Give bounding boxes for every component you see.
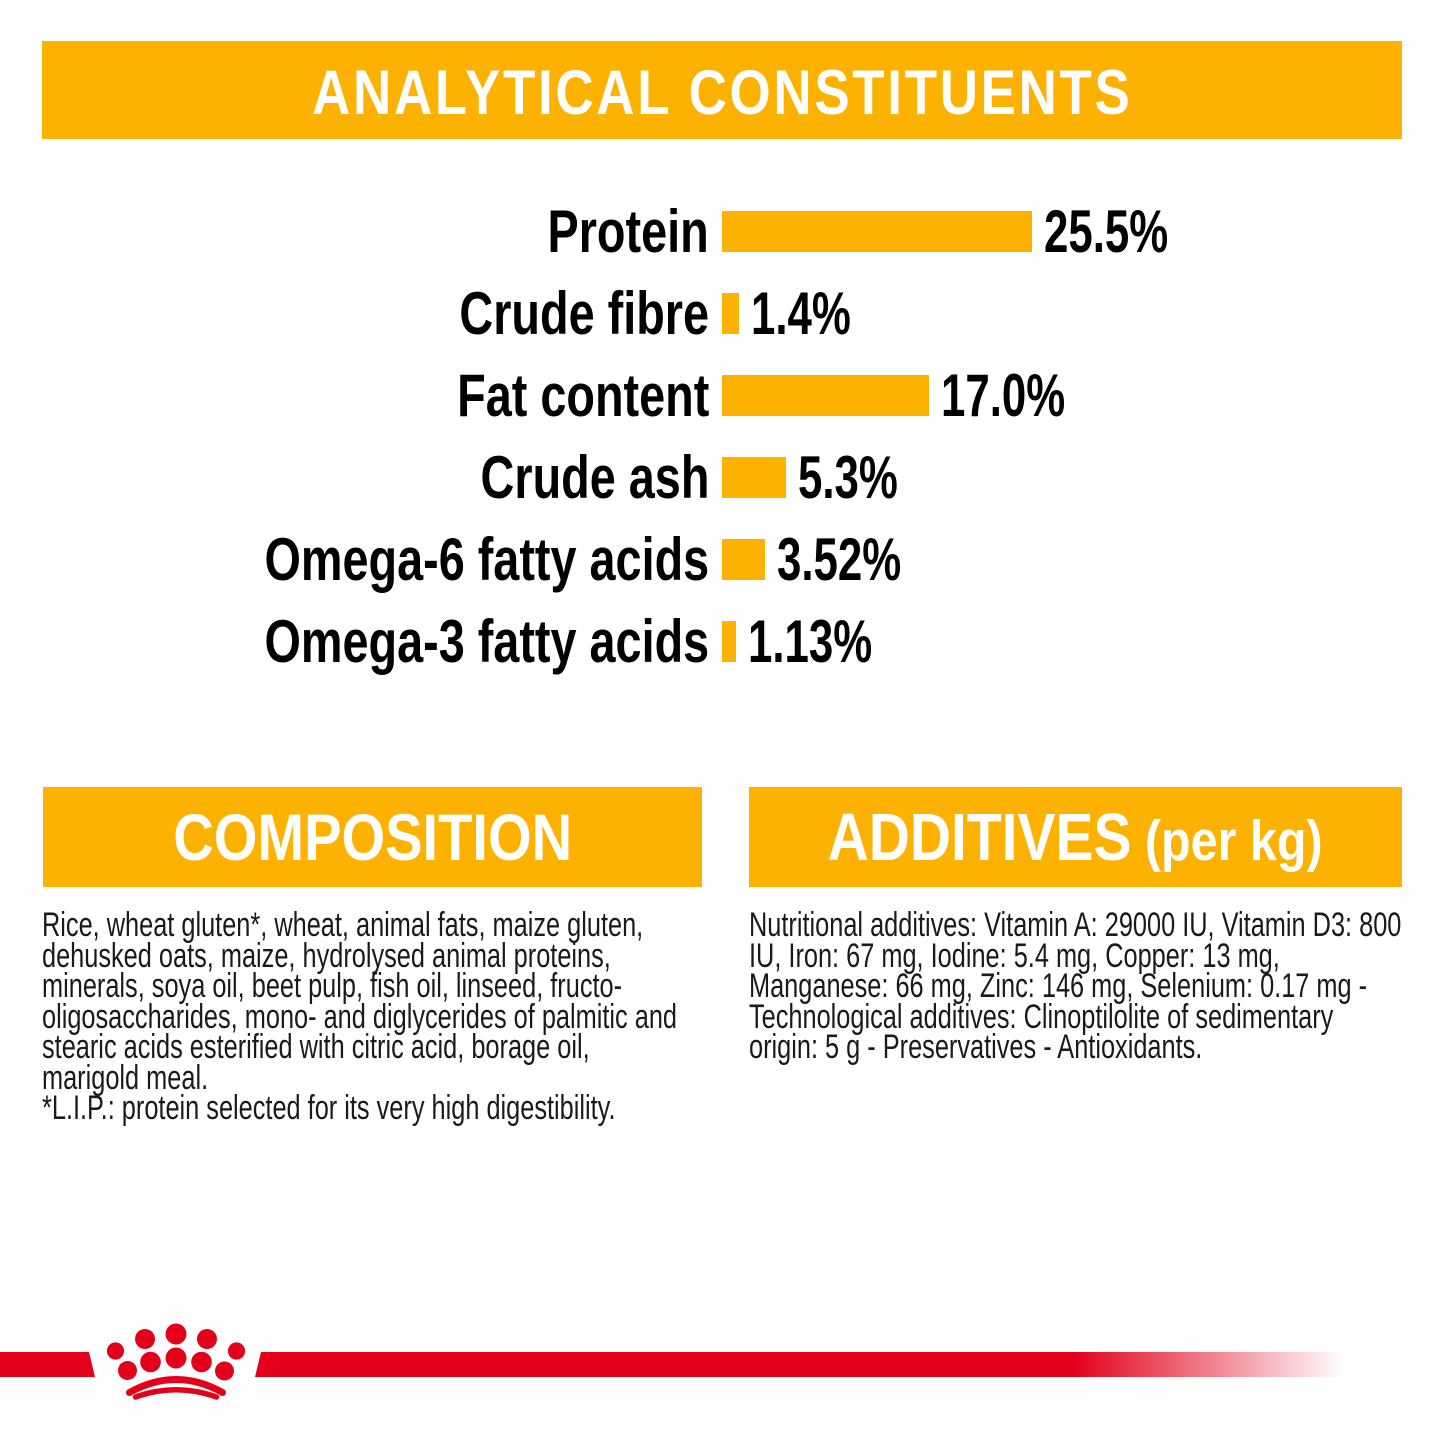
chart-category-label: Protein bbox=[547, 197, 709, 265]
analytical-constituents-title: ANALYTICAL CONSTITUENTS bbox=[311, 58, 1133, 128]
chart-row: Omega-6 fatty acids 3.52% bbox=[0, 518, 1445, 600]
chart-category-label: Fat content bbox=[456, 361, 709, 429]
chart-bar bbox=[722, 538, 765, 580]
chart-value-label: 25.5% bbox=[1044, 197, 1169, 265]
chart-bar bbox=[722, 210, 1033, 252]
chart-bar bbox=[722, 374, 929, 416]
additives-title: ADDITIVES bbox=[828, 799, 1132, 875]
chart-row: Crude ash 5.3% bbox=[0, 436, 1445, 518]
chart-category-label: Omega-6 fatty acids bbox=[264, 525, 709, 593]
additives-text: Nutritional additives: Vitamin A: 29000 … bbox=[749, 906, 1402, 1066]
footer-brand-strip bbox=[0, 1323, 1345, 1400]
chart-value-label: 1.13% bbox=[747, 607, 872, 675]
chart-value-label: 1.4% bbox=[751, 279, 851, 347]
additives-banner: ADDITIVES (per kg) bbox=[749, 787, 1402, 887]
chart-value-label: 17.0% bbox=[940, 361, 1065, 429]
chart-value-label: 5.3% bbox=[798, 443, 899, 511]
chart-category-label: Crude ash bbox=[480, 443, 709, 511]
chart-bar bbox=[722, 456, 787, 498]
chart-row: Crude fibre 1.4% bbox=[0, 272, 1445, 354]
chart-value-label: 3.52% bbox=[776, 525, 901, 593]
composition-banner: COMPOSITION bbox=[43, 787, 702, 887]
chart-row: Fat content 17.0% bbox=[0, 354, 1445, 436]
chart-row: Protein 25.5% bbox=[0, 190, 1445, 272]
chart-category-label: Crude fibre bbox=[459, 279, 709, 347]
additives-title-suffix: (per kg) bbox=[1145, 808, 1323, 873]
chart-bar bbox=[722, 292, 739, 334]
chart-row: Omega-3 fatty acids 1.13% bbox=[0, 600, 1445, 682]
chart-bar bbox=[722, 620, 736, 662]
composition-text: Rice, wheat gluten*, wheat, animal fats,… bbox=[42, 906, 677, 1127]
analytical-constituents-banner: ANALYTICAL CONSTITUENTS bbox=[42, 41, 1402, 139]
chart-category-label: Omega-3 fatty acids bbox=[264, 607, 709, 675]
composition-title: COMPOSITION bbox=[173, 800, 572, 874]
royal-canin-crown-logo bbox=[106, 1323, 246, 1400]
analytical-constituents-chart: Protein 25.5% Crude fibre 1.4% Fat content 17… bbox=[0, 190, 1445, 682]
